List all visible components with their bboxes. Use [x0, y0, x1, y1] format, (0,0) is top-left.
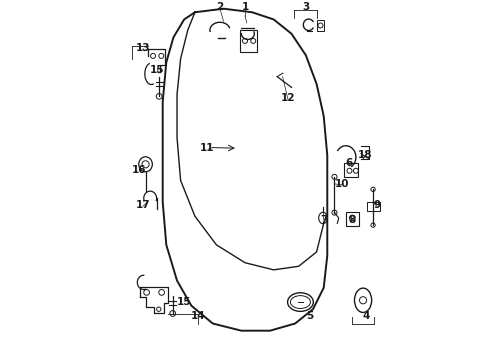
Text: 10: 10 [334, 179, 349, 189]
Bar [346, 212, 359, 226]
Text: 6: 6 [345, 158, 352, 167]
Text: 11: 11 [200, 143, 215, 153]
Bar [344, 162, 358, 177]
Text: 15: 15 [177, 297, 192, 307]
Bar [367, 202, 380, 211]
Text: 5: 5 [306, 311, 313, 321]
Text: 13: 13 [136, 43, 150, 53]
Bar [240, 30, 257, 51]
Bar [317, 20, 324, 31]
Text: 14: 14 [191, 311, 206, 321]
Text: 16: 16 [132, 165, 147, 175]
Text: 12: 12 [281, 93, 295, 103]
Text: 8: 8 [349, 215, 356, 225]
Text: 17: 17 [136, 201, 150, 211]
Text: 9: 9 [374, 201, 381, 211]
Text: 7: 7 [320, 215, 327, 225]
Text: 1: 1 [242, 2, 248, 12]
Text: 18: 18 [358, 150, 372, 160]
Text: 2: 2 [216, 2, 223, 12]
Text: 4: 4 [363, 311, 370, 321]
Text: 3: 3 [302, 2, 310, 12]
Text: 15: 15 [150, 64, 165, 75]
